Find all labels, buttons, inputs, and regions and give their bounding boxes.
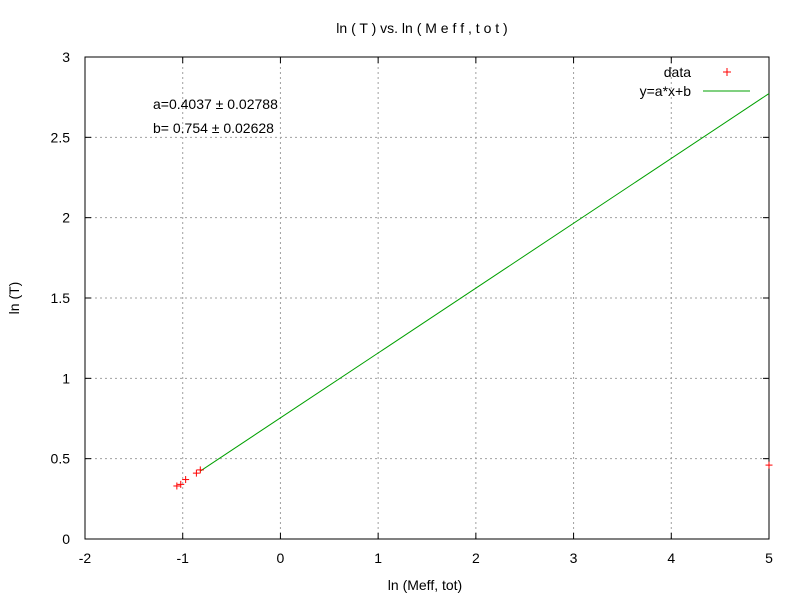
data-point xyxy=(182,476,190,484)
legend-label-data: data xyxy=(664,64,691,80)
legend-marker-data xyxy=(723,68,731,76)
grid-layer xyxy=(85,57,769,539)
fit-parameter-a: a=0.4037 ± 0.02788 xyxy=(153,96,278,112)
data-point xyxy=(173,482,181,490)
y-tick-label: 1 xyxy=(62,370,70,386)
y-tick-label: 0.5 xyxy=(51,451,71,467)
y-tick-label: 2.5 xyxy=(51,129,71,145)
x-axis-label: ln (Meff, tot) xyxy=(388,577,462,593)
x-tick-label: 0 xyxy=(277,550,285,566)
x-tick-label: -2 xyxy=(79,550,92,566)
data-point xyxy=(177,480,185,488)
x-tick-label: 5 xyxy=(765,550,773,566)
fit-line xyxy=(200,93,770,472)
data-point xyxy=(192,469,200,477)
series-layer xyxy=(173,93,773,490)
fit-parameter-b: b= 0.754 ± 0.02628 xyxy=(153,120,274,136)
y-tick-label: 1.5 xyxy=(51,290,71,306)
y-tick-label: 0 xyxy=(62,531,70,547)
data-point xyxy=(765,461,773,469)
x-tick-label: -1 xyxy=(176,550,189,566)
y-tick-label: 2 xyxy=(62,210,70,226)
legend-label-fit: y=a*x+b xyxy=(640,83,692,99)
y-axis-label: ln (T) xyxy=(6,282,22,315)
data-point xyxy=(196,466,204,474)
x-tick-label: 4 xyxy=(667,550,675,566)
x-tick-label: 3 xyxy=(570,550,578,566)
x-tick-label: 1 xyxy=(374,550,382,566)
axes-layer: -2 -1 0 1 2 3 4 5 0 0.5 1 1.5 2 2.5 3 xyxy=(51,49,774,566)
x-tick-label: 2 xyxy=(472,550,480,566)
chart-title: ln ( T ) vs. ln ( M e f f , t o t ) xyxy=(336,20,507,36)
y-tick-label: 3 xyxy=(62,49,70,65)
legend: data y=a*x+b xyxy=(640,64,750,99)
